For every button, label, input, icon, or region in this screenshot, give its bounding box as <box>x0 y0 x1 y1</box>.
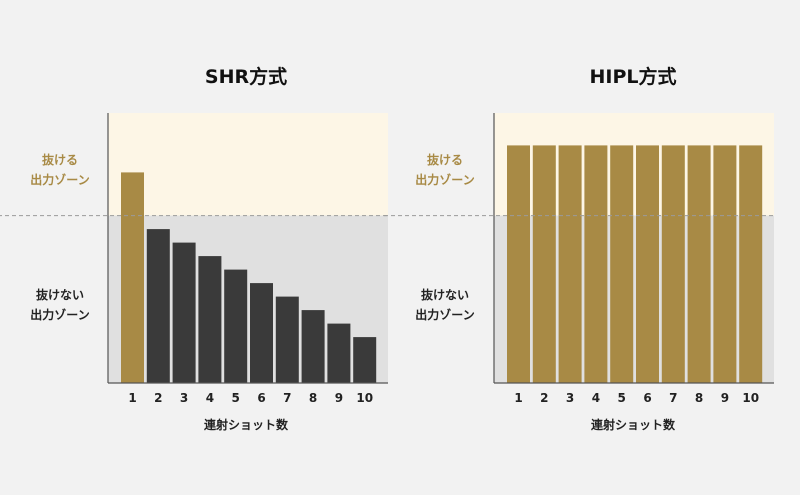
x-tick-right-2: 2 <box>540 391 548 405</box>
zone-high-bg-left <box>108 113 388 216</box>
x-tick-left-9: 9 <box>335 391 343 405</box>
x-tick-left-3: 3 <box>180 391 188 405</box>
x-tick-left-6: 6 <box>257 391 265 405</box>
bar-right-8 <box>687 145 711 383</box>
bar-left-9 <box>327 323 351 383</box>
bar-right-5 <box>610 145 634 383</box>
zone-label-low-right: 抜けない 出力ゾーン <box>415 288 475 322</box>
bar-left-4 <box>198 256 222 383</box>
bar-left-1 <box>121 172 144 383</box>
zone-label-high-left: 抜ける 出力ゾーン <box>30 153 90 187</box>
zone-label-high-right: 抜ける 出力ゾーン <box>415 153 475 187</box>
x-tick-left-7: 7 <box>283 391 291 405</box>
bar-left-2 <box>146 229 170 383</box>
bar-left-6 <box>250 283 273 383</box>
x-tick-right-5: 5 <box>618 391 626 405</box>
x-tick-right-8: 8 <box>695 391 703 405</box>
bar-left-7 <box>275 296 299 383</box>
x-axis-label-right: 連射ショット数 <box>590 418 675 432</box>
bar-left-5 <box>224 269 248 383</box>
x-tick-left-2: 2 <box>154 391 162 405</box>
zone-label-low-left: 抜けない 出力ゾーン <box>30 288 90 322</box>
x-tick-left-10: 10 <box>356 391 373 405</box>
x-tick-left-4: 4 <box>206 391 214 405</box>
x-tick-right-3: 3 <box>566 391 574 405</box>
chart-title-left: SHR方式 <box>204 66 288 88</box>
chart-title-right: HIPL方式 <box>589 66 677 88</box>
x-tick-left-8: 8 <box>309 391 317 405</box>
bar-right-1 <box>507 145 530 383</box>
x-tick-left-5: 5 <box>232 391 240 405</box>
bar-left-3 <box>172 242 196 383</box>
x-tick-right-1: 1 <box>514 391 522 405</box>
bar-left-8 <box>301 310 325 383</box>
x-tick-right-7: 7 <box>669 391 677 405</box>
bar-right-2 <box>532 145 556 383</box>
x-tick-right-9: 9 <box>721 391 729 405</box>
bar-right-9 <box>713 145 737 383</box>
bar-right-6 <box>636 145 659 383</box>
x-tick-right-6: 6 <box>643 391 651 405</box>
x-tick-right-4: 4 <box>592 391 600 405</box>
bar-right-4 <box>584 145 608 383</box>
bar-right-7 <box>661 145 685 383</box>
bar-right-3 <box>558 145 582 383</box>
x-tick-left-1: 1 <box>128 391 136 405</box>
bar-left-10 <box>353 337 377 383</box>
bar-right-10 <box>739 145 763 383</box>
x-tick-right-10: 10 <box>742 391 759 405</box>
x-axis-label-left: 連射ショット数 <box>203 418 288 432</box>
